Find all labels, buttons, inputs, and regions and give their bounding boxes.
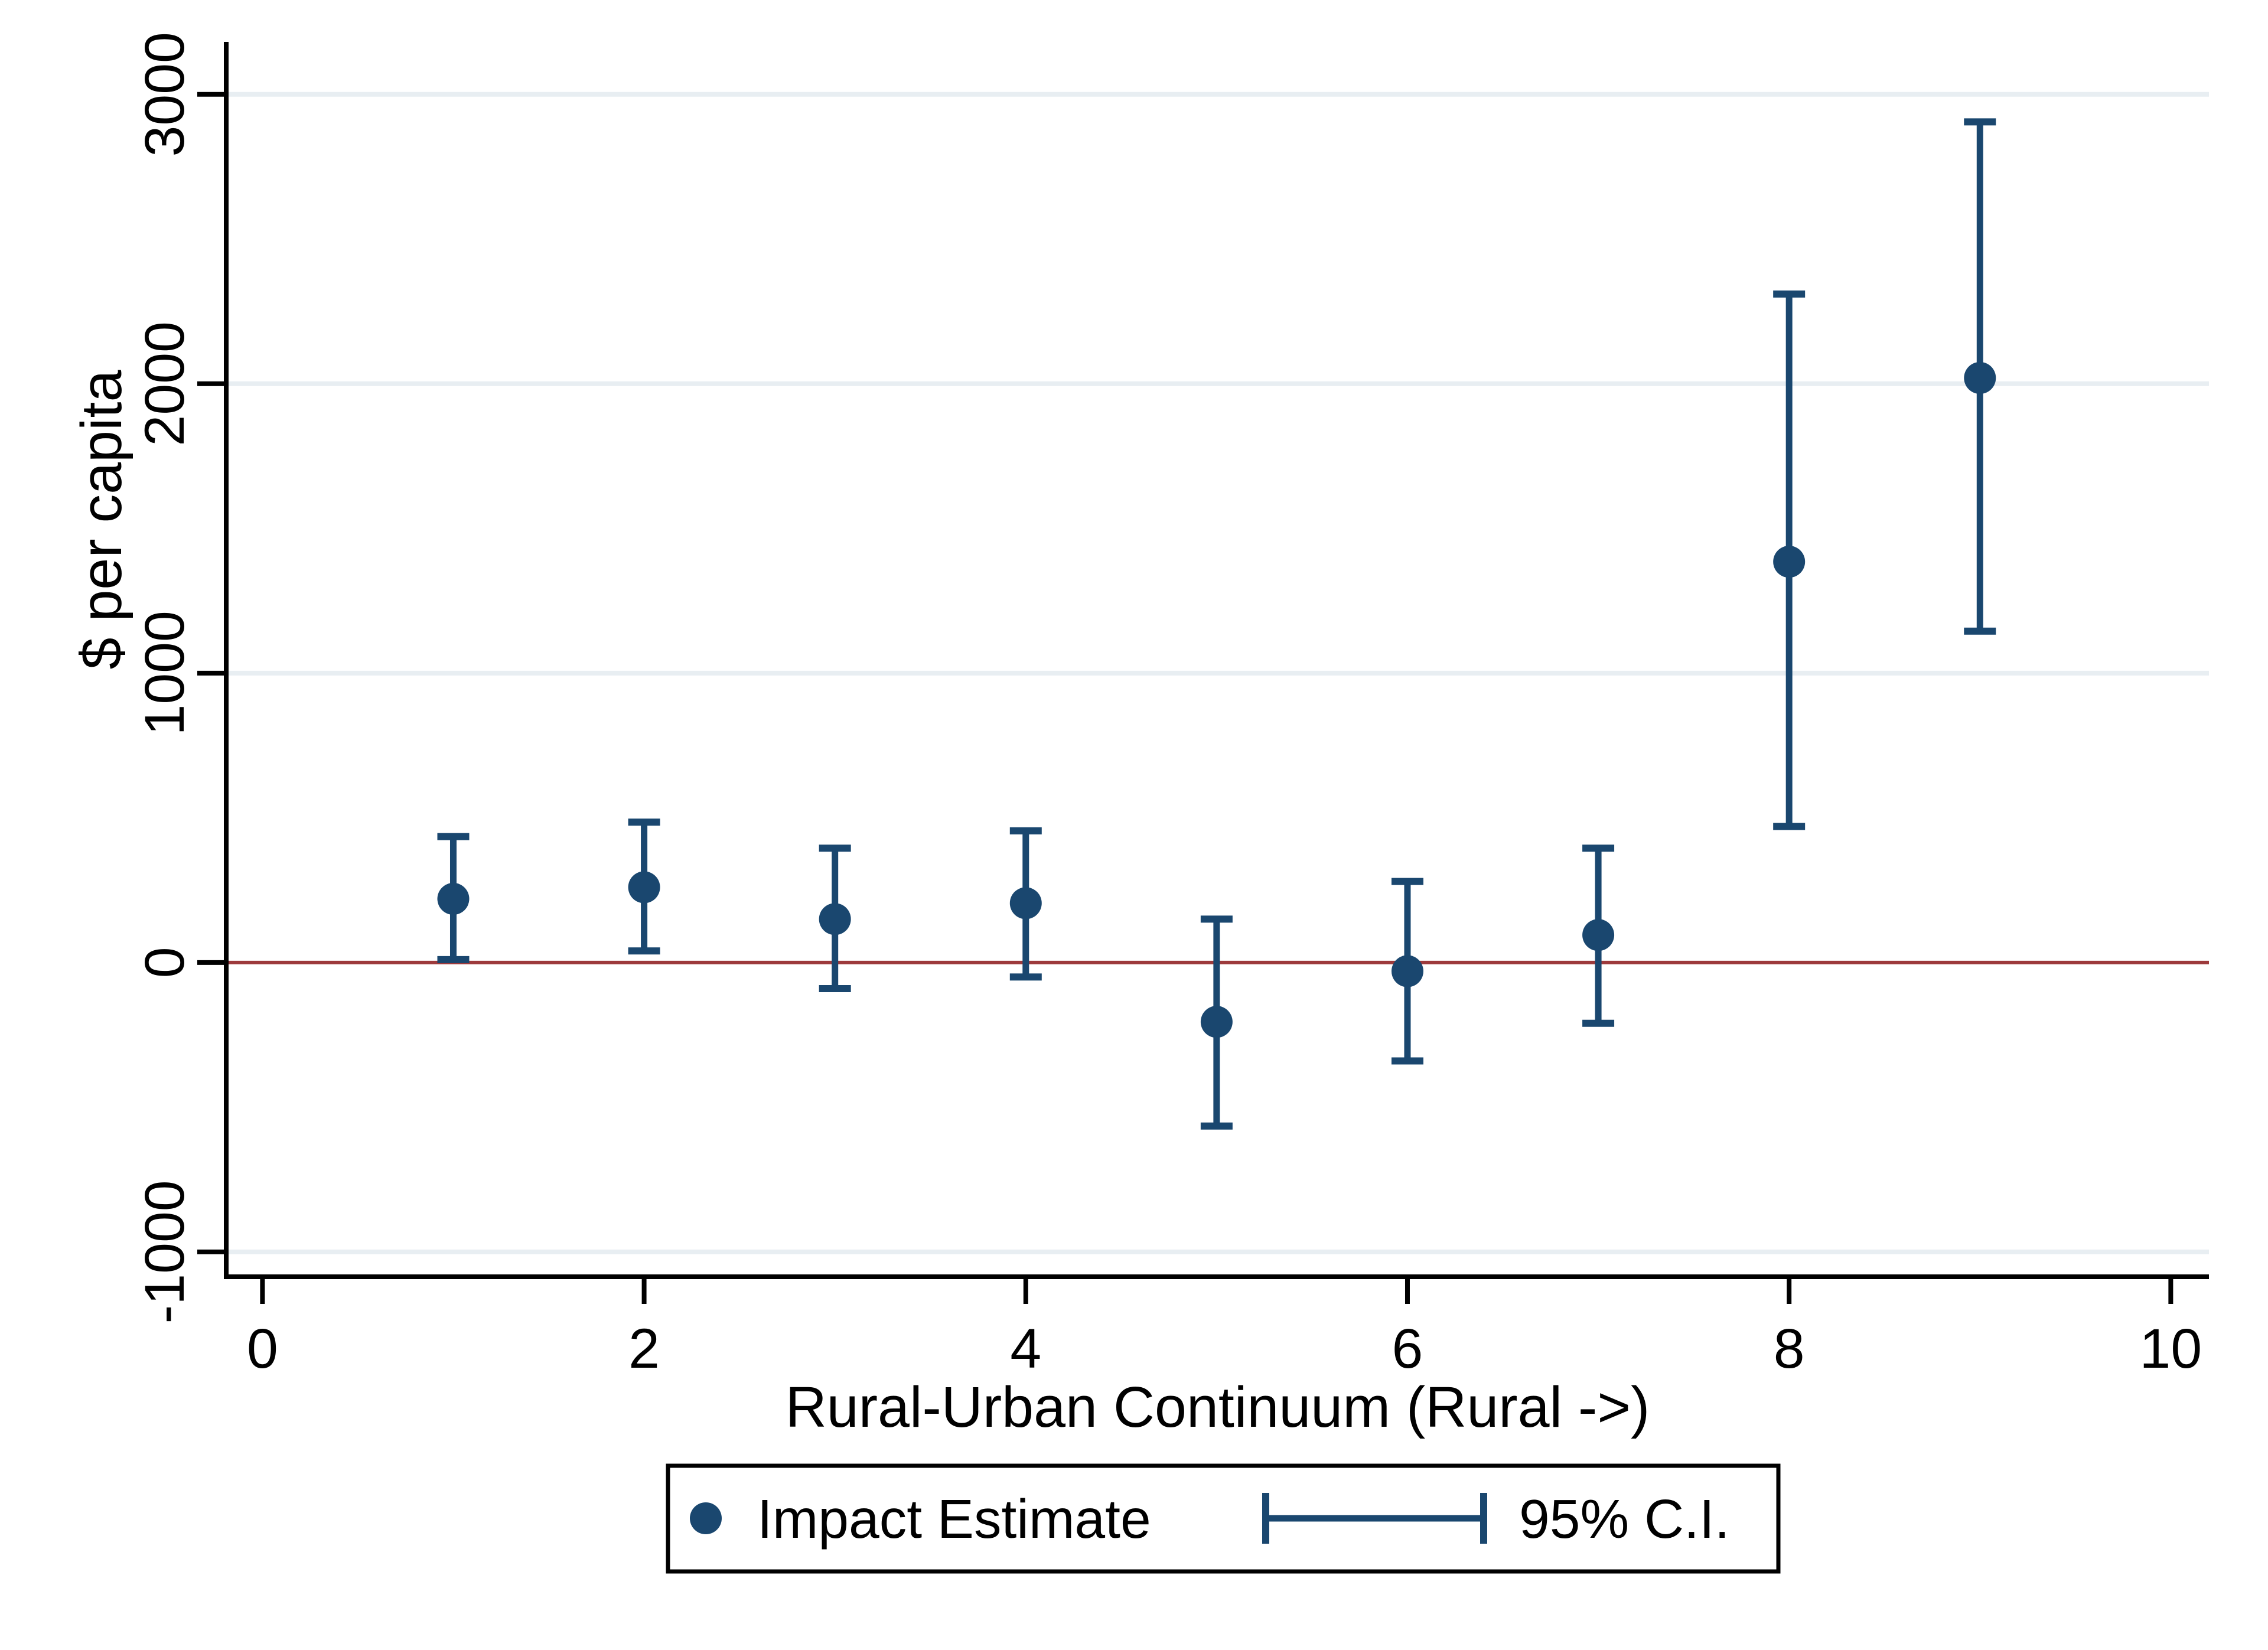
data-point-marker [437, 883, 470, 915]
data-point-marker [1391, 955, 1423, 987]
y-tick-label: 3000 [133, 32, 196, 156]
y-tick-label: 1000 [133, 611, 196, 735]
data-point-marker [1964, 361, 1996, 394]
y-tick-label: -1000 [133, 1180, 196, 1323]
data-point-marker [1200, 1006, 1233, 1038]
legend-point-marker-icon [690, 1502, 722, 1534]
data-point-marker [628, 871, 660, 904]
legend-label-95-ci: 95% C.I. [1519, 1488, 1730, 1550]
data-point-marker [1582, 919, 1615, 951]
x-tick-label: 2 [628, 1318, 660, 1380]
y-tick-label: 0 [133, 947, 196, 978]
y-tick-label: 2000 [133, 321, 196, 446]
legend-box [666, 1463, 1781, 1574]
data-point-marker [819, 903, 851, 935]
x-tick-label: 6 [1392, 1318, 1423, 1380]
x-tick-label: 8 [1774, 1318, 1805, 1380]
x-tick-label: 0 [247, 1318, 278, 1380]
legend: Impact Estimate 95% C.I. [666, 1463, 1781, 1574]
x-tick-label: 4 [1010, 1318, 1041, 1380]
legend-label-impact-estimate: Impact Estimate [757, 1488, 1151, 1550]
y-axis-title: $ per capita [69, 370, 133, 670]
data-point-marker [1773, 546, 1806, 578]
data-point-marker [1009, 887, 1042, 919]
x-axis-title: Rural-Urban Continuum (Rural ->) [786, 1375, 1650, 1439]
x-tick-label: 10 [2140, 1318, 2202, 1380]
